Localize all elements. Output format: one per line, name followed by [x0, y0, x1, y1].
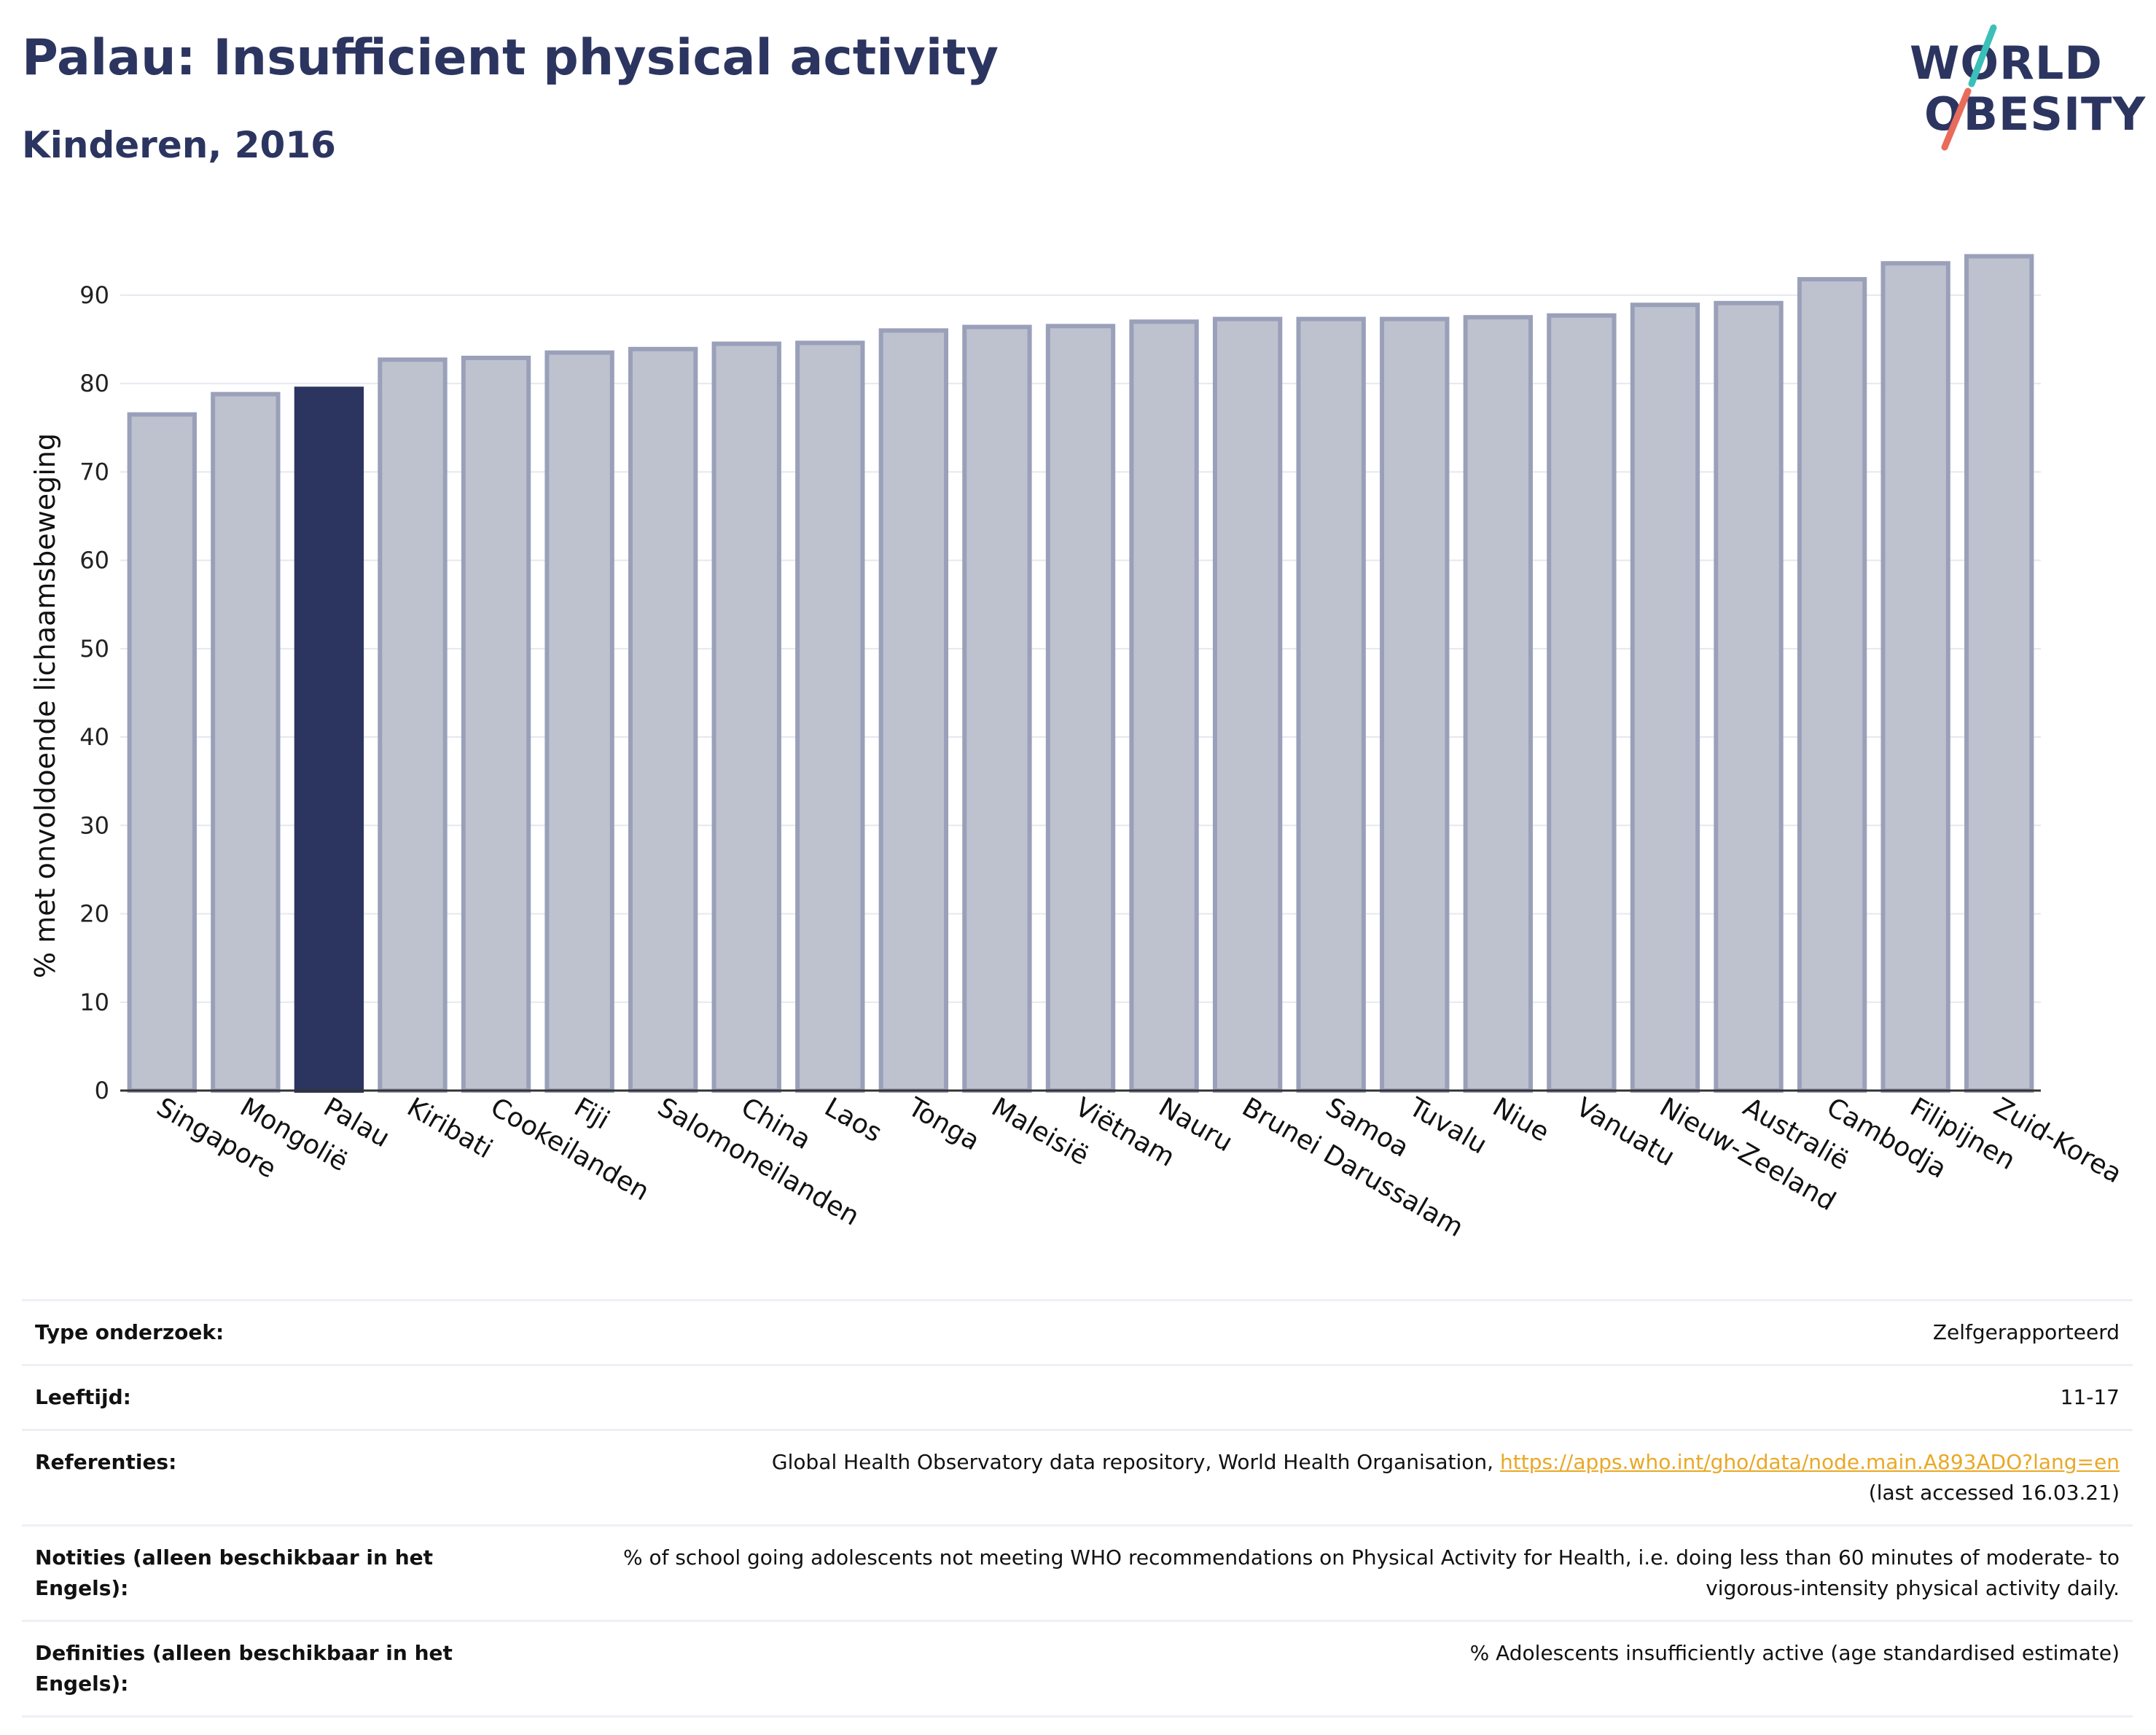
bar-nauru[interactable]	[1129, 319, 1199, 1093]
bar-kiribati[interactable]	[378, 357, 448, 1093]
info-label-references: Referenties:	[35, 1450, 177, 1474]
reference-accessed: (last accessed 16.03.21)	[1868, 1481, 2120, 1505]
bar-cambodja[interactable]	[1797, 277, 1867, 1093]
info-label-type: Type onderzoek:	[35, 1320, 224, 1344]
x-tick-label: Tuvalu	[1403, 1092, 1491, 1161]
bar-nieuw-zeeland[interactable]	[1630, 303, 1700, 1093]
y-tick-label: 40	[79, 723, 109, 751]
info-table: Type onderzoek: Zelfgerapporteerd Leefti…	[22, 1299, 2133, 1718]
y-axis-title: % met onvoldoende lichaamsbeweging	[29, 433, 61, 978]
x-tick-label: Laos	[819, 1092, 886, 1148]
bar-fiji[interactable]	[544, 350, 614, 1093]
world-obesity-logo[interactable]: WORLD OBESITY	[1895, 22, 2145, 153]
info-row-type: Type onderzoek: Zelfgerapporteerd	[22, 1299, 2133, 1364]
info-value-notes: % of school going adolescents not meetin…	[622, 1545, 2120, 1600]
bars	[127, 254, 2034, 1093]
info-value-definitions: % Adolescents insufficiently active (age…	[1469, 1641, 2120, 1665]
bar-filipijnen[interactable]	[1880, 261, 1950, 1093]
info-label-age: Leeftijd:	[35, 1385, 131, 1409]
bar-maleisi-[interactable]	[962, 324, 1032, 1093]
x-tick-label: Tonga	[902, 1092, 985, 1157]
y-tick-label: 0	[95, 1077, 109, 1104]
bar-singapore[interactable]	[127, 412, 197, 1093]
y-tick-label: 30	[79, 811, 109, 839]
x-tick-label: Cookeilanden	[485, 1092, 654, 1206]
bar-palau[interactable]	[294, 386, 364, 1093]
bar-zuid-korea[interactable]	[1964, 254, 2034, 1093]
logo-slash-icon	[1941, 24, 1997, 151]
chart-subtitle: Kinderen, 2016	[22, 124, 336, 166]
info-value-type: Zelfgerapporteerd	[1932, 1320, 2120, 1344]
y-tick-label: 80	[79, 370, 109, 397]
bar-niue[interactable]	[1463, 315, 1534, 1093]
info-value-references: Global Health Observatory data repositor…	[538, 1447, 2120, 1508]
bar-chart: 0 10 20 30 40 50 60 70 80 90 SingaporeMongoliëPal…	[29, 254, 2127, 1243]
info-value-age: 11-17	[2060, 1385, 2120, 1409]
x-tick-label: Niue	[1488, 1092, 1554, 1147]
info-label-definitions: Definities (alleen beschikbaar in het En…	[35, 1641, 453, 1696]
bar-tonga[interactable]	[878, 328, 949, 1093]
bar-mongoli-[interactable]	[211, 391, 281, 1093]
y-tick-label: 50	[79, 635, 109, 663]
y-tick-label: 10	[79, 989, 109, 1016]
bar-laos[interactable]	[795, 340, 865, 1093]
bar-brunei-darussalam[interactable]	[1212, 316, 1283, 1093]
bar-tuvalu[interactable]	[1380, 316, 1450, 1093]
y-tick-label: 90	[79, 281, 109, 309]
bar-australi-[interactable]	[1714, 300, 1784, 1093]
x-tick-label: Kiribati	[402, 1092, 497, 1164]
info-row-age: Leeftijd: 11-17	[22, 1364, 2133, 1429]
bar-salomoneilanden[interactable]	[628, 346, 698, 1093]
reference-text: Global Health Observatory data repositor…	[771, 1450, 1494, 1474]
y-tick-label: 20	[79, 900, 109, 928]
reference-link[interactable]: https://apps.who.int/gho/data/node.main.…	[1499, 1450, 2120, 1474]
x-tick-label: Zuid-Korea	[1988, 1092, 2127, 1189]
info-row-definitions: Definities (alleen beschikbaar in het En…	[22, 1620, 2133, 1718]
y-tick-label: 60	[79, 547, 109, 574]
info-label-notes: Notities (alleen beschikbaar in het Enge…	[35, 1545, 434, 1600]
bar-cookeilanden[interactable]	[461, 355, 531, 1093]
chart-title: Palau: Insufficient physical activity	[22, 29, 999, 87]
bar-samoa[interactable]	[1296, 316, 1366, 1093]
bar-vi-tnam[interactable]	[1045, 324, 1116, 1093]
y-axis-ticks: 0 10 20 30 40 50 60 70 80 90	[79, 281, 109, 1104]
y-tick-label: 70	[79, 458, 109, 486]
bar-vanuatu[interactable]	[1547, 313, 1617, 1093]
x-tick-label: Fiji	[569, 1092, 614, 1136]
info-row-notes: Notities (alleen beschikbaar in het Enge…	[22, 1524, 2133, 1620]
bar-china[interactable]	[711, 341, 781, 1093]
logo-word-1: WORLD	[1910, 36, 2103, 90]
info-row-references: Referenties: Global Health Observatory d…	[22, 1429, 2133, 1524]
